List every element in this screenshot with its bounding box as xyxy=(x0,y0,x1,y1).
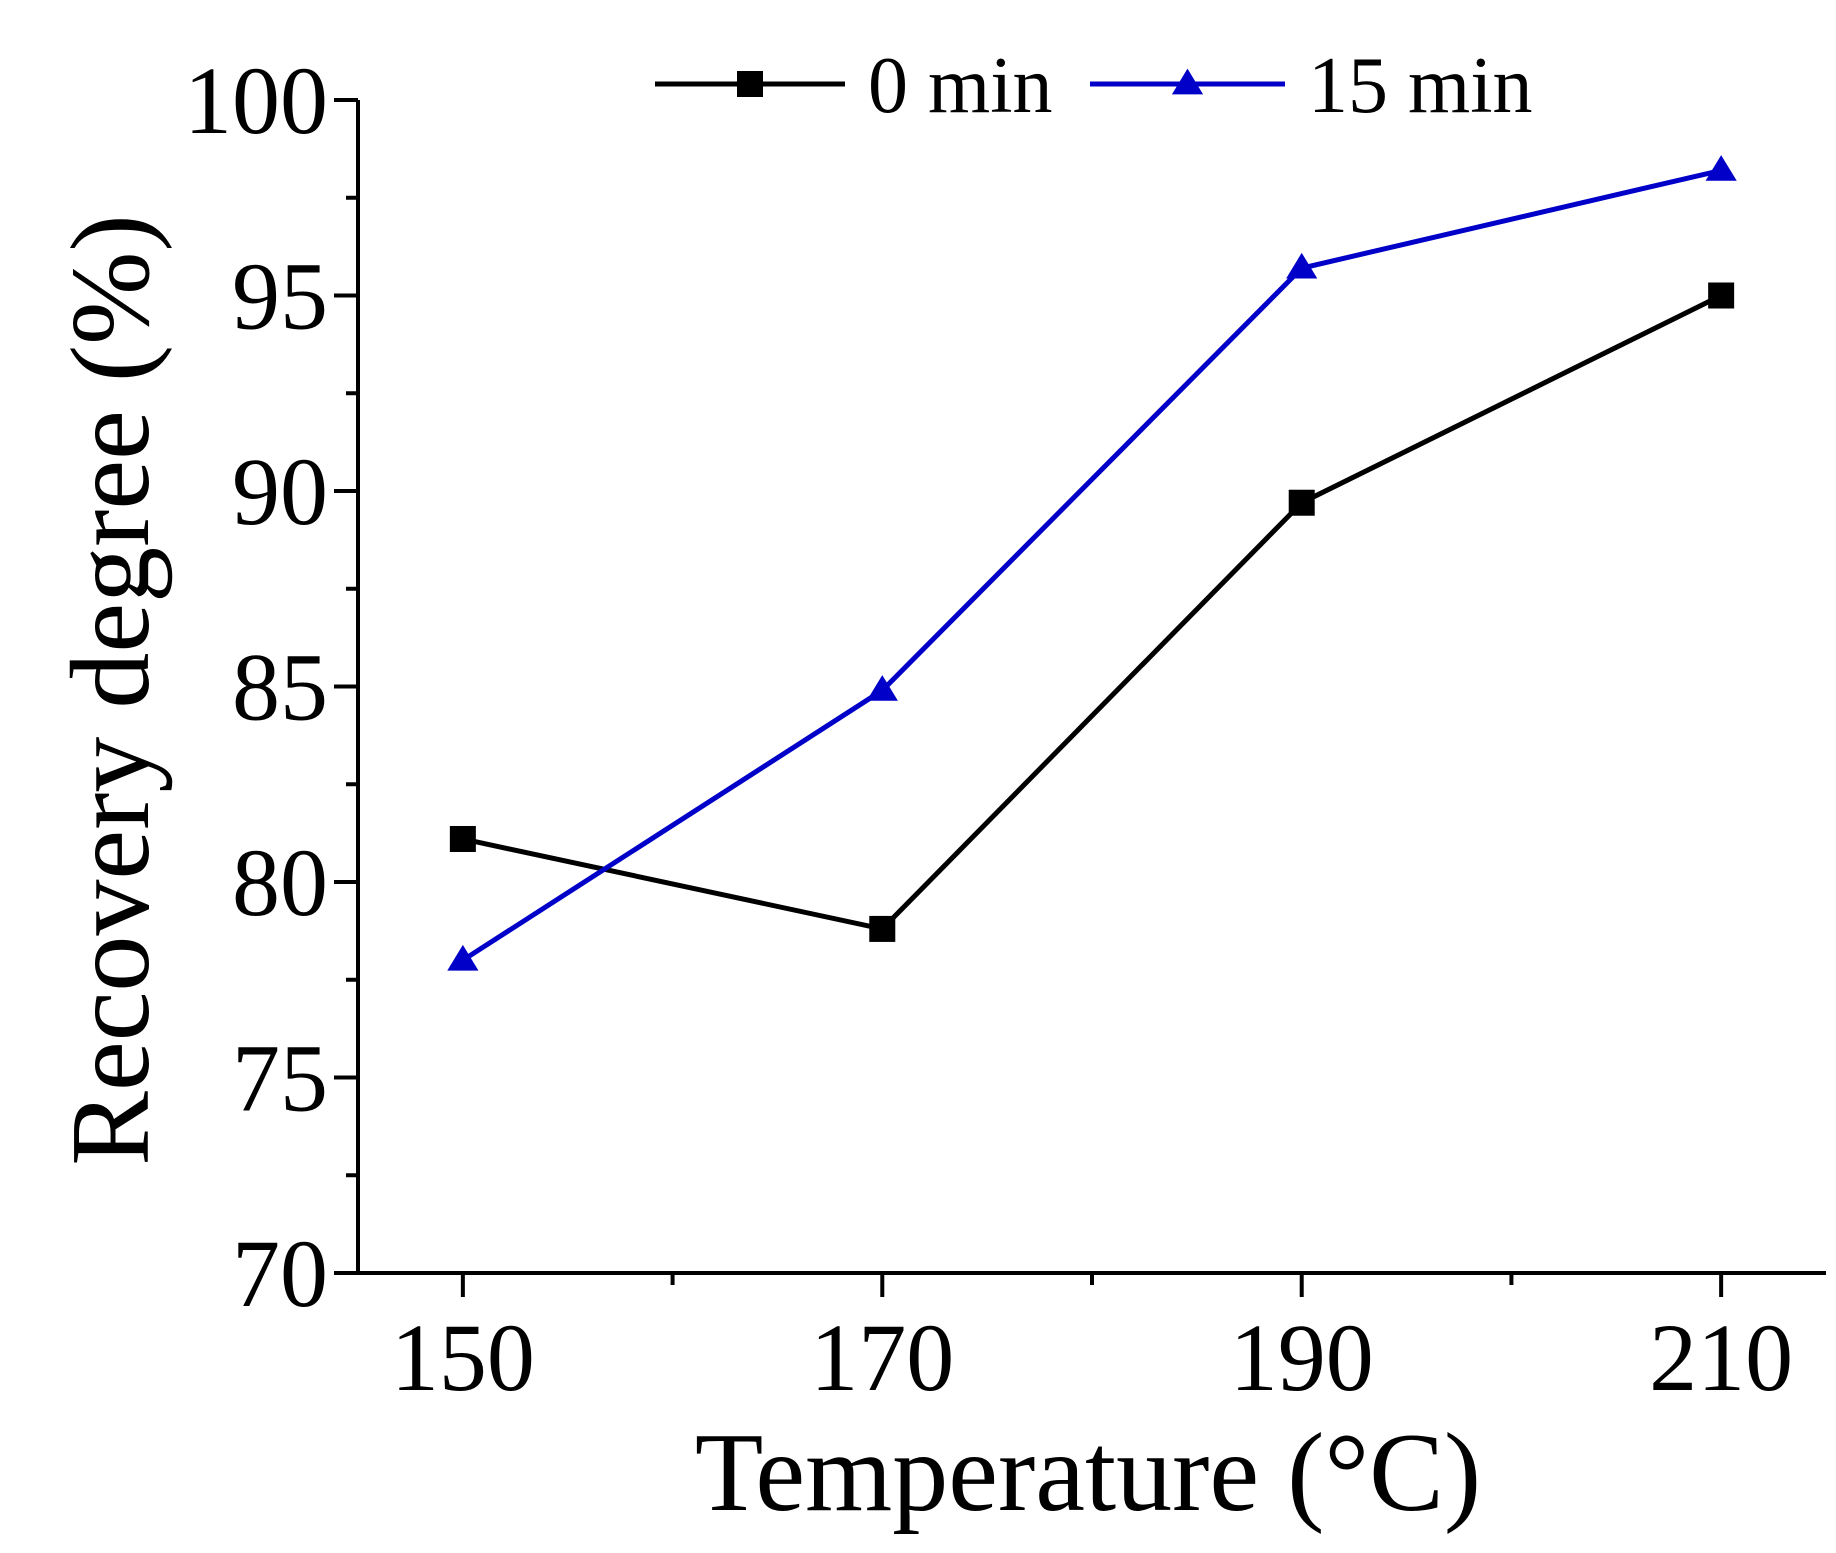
y-tick-label: 70 xyxy=(232,1220,328,1327)
x-tick-label: 150 xyxy=(391,1304,535,1411)
legend-label-15-min: 15 min xyxy=(1308,42,1532,130)
axes: 70 75 80 85 90 95 100 150 170 190 210 xyxy=(184,47,1826,1411)
series-layer xyxy=(447,155,1737,971)
legend-label-0-min: 0 min xyxy=(868,42,1052,130)
y-tick-label: 75 xyxy=(232,1025,328,1132)
y-axis-title: Recovery degree (%) xyxy=(49,214,173,1165)
legend: 0 min 15 min xyxy=(655,42,1532,130)
y-tick-label: 90 xyxy=(232,438,328,545)
y-tick-label: 100 xyxy=(184,47,328,154)
x-tick-label: 170 xyxy=(810,1304,954,1411)
data-point-15-min xyxy=(1705,155,1737,181)
y-tick-label: 95 xyxy=(232,243,328,350)
series-0-min xyxy=(449,282,1735,942)
series-15-min xyxy=(447,155,1737,971)
x-tick-label: 190 xyxy=(1230,1304,1374,1411)
data-point-0-min xyxy=(1288,489,1315,516)
y-tick-label: 80 xyxy=(232,829,328,936)
legend-marker-0-min xyxy=(737,71,763,97)
series-line-15-min xyxy=(461,167,1722,963)
y-tick-label: 85 xyxy=(232,634,328,741)
data-point-0-min xyxy=(449,825,476,852)
data-point-0-min xyxy=(1708,282,1735,309)
series-line-0-min xyxy=(462,293,1723,932)
data-point-15-min xyxy=(866,675,898,701)
x-tick-label: 210 xyxy=(1649,1304,1793,1411)
data-point-0-min xyxy=(869,915,896,942)
legend-marker-15-min xyxy=(1171,68,1204,95)
x-axis-title: Temperature (°C) xyxy=(695,1411,1481,1535)
data-point-15-min xyxy=(447,944,479,971)
data-point-15-min xyxy=(1286,252,1318,279)
